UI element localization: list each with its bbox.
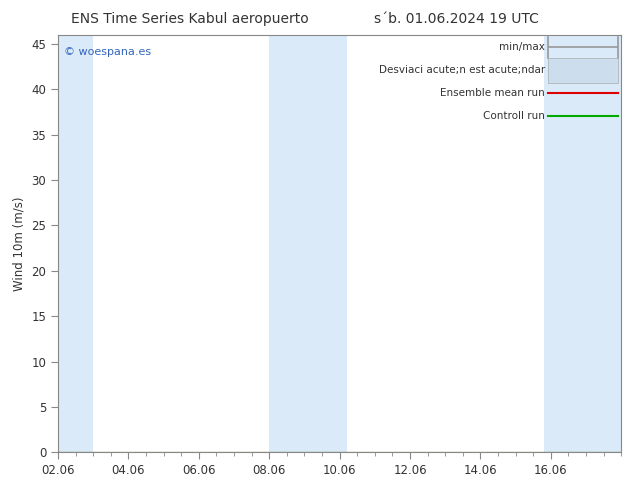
Text: s´b. 01.06.2024 19 UTC: s´b. 01.06.2024 19 UTC	[374, 12, 539, 26]
Text: Ensemble mean run: Ensemble mean run	[441, 88, 545, 98]
Text: Controll run: Controll run	[483, 111, 545, 121]
Bar	[269, 35, 347, 452]
Text: © woespana.es: © woespana.es	[63, 48, 151, 57]
Bar	[51, 35, 93, 452]
Text: min/max: min/max	[500, 42, 545, 52]
Bar	[544, 35, 628, 452]
Bar	[548, 58, 618, 83]
Text: Desviaci acute;n est acute;ndar: Desviaci acute;n est acute;ndar	[379, 65, 545, 75]
Text: ENS Time Series Kabul aeropuerto: ENS Time Series Kabul aeropuerto	[71, 12, 309, 26]
Y-axis label: Wind 10m (m/s): Wind 10m (m/s)	[13, 196, 26, 291]
